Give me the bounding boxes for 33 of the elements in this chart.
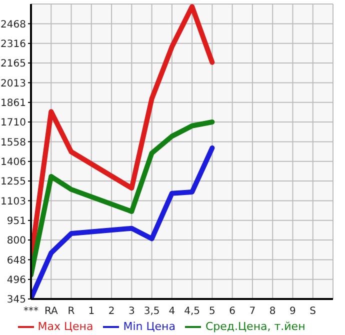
x-tick-label: RA bbox=[44, 306, 58, 318]
y-tick-label: 1103 bbox=[0, 196, 26, 208]
x-tick-label: S bbox=[310, 306, 316, 318]
y-tick-label: 800 bbox=[6, 236, 26, 247]
y-tick-label: 345 bbox=[6, 294, 26, 306]
y-tick-label: 1861 bbox=[0, 98, 26, 109]
y-tick-label: 951 bbox=[6, 216, 26, 227]
x-tick-label: 3,5 bbox=[144, 306, 160, 318]
legend-label: Сред.Цена, т.йен bbox=[205, 320, 306, 334]
legend-label: Max Цена bbox=[38, 320, 94, 334]
y-tick-label: 648 bbox=[6, 255, 26, 266]
x-tick-label: 1 bbox=[88, 306, 95, 318]
x-tick-label: 6 bbox=[229, 306, 236, 318]
y-tick-label: 2165 bbox=[0, 58, 26, 70]
y-tick-label: 1255 bbox=[0, 176, 26, 188]
y-tick-label: 2468 bbox=[0, 19, 26, 30]
legend-label: Min Цена bbox=[123, 320, 176, 334]
x-tick-label: 8 bbox=[269, 306, 276, 318]
x-tick-label: R bbox=[68, 306, 75, 318]
x-tick-label: 4,5 bbox=[184, 306, 200, 318]
x-tick-label: 4 bbox=[168, 306, 176, 318]
x-tick-label: 2 bbox=[108, 306, 115, 318]
x-tick-label: 3 bbox=[128, 306, 135, 318]
y-tick-label: 2316 bbox=[0, 38, 26, 50]
x-tick-label: 9 bbox=[290, 306, 296, 318]
y-tick-label: 1710 bbox=[0, 118, 26, 129]
x-tick-label: 5 bbox=[209, 306, 216, 318]
y-tick-label: 2013 bbox=[0, 78, 26, 90]
y-tick-label: 496 bbox=[6, 274, 26, 286]
y-tick-label: 1406 bbox=[0, 156, 26, 168]
y-tick-label: 1558 bbox=[0, 137, 26, 148]
x-tick-label: *** bbox=[24, 306, 38, 318]
x-tick-label: 7 bbox=[249, 306, 256, 318]
